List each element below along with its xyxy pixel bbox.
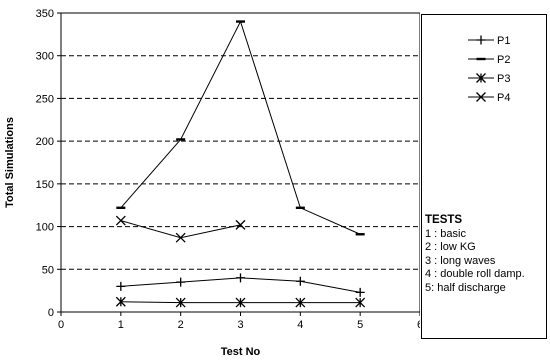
legend-entry: P3	[468, 73, 510, 85]
x-axis-ticks: 0 1 2 3 4 5 6	[58, 312, 420, 331]
legend-entry: P2	[468, 54, 510, 66]
x-tick-label: 6	[417, 319, 420, 331]
legend-label: P4	[497, 92, 510, 104]
tests-item: 4 : double roll damp.	[425, 268, 525, 280]
marker-plus	[116, 281, 126, 291]
marker-cross	[175, 232, 186, 243]
y-tick-label: 300	[36, 51, 54, 63]
side-panel: P1 P2 P3 P4 TESTS 1 : basic 2 : low KG 3 : …	[421, 14, 547, 339]
series-p4	[115, 215, 246, 243]
y-axis-ticks: 0 50 100 150 200 250 300 350	[36, 8, 61, 319]
marker-plus	[176, 277, 186, 287]
tests-item: 3 : long waves	[425, 254, 496, 267]
plot-area	[60, 12, 420, 313]
gridlines	[61, 55, 420, 270]
legend: P1 P2 P3 P4	[468, 35, 510, 104]
y-tick-label: 200	[36, 136, 54, 148]
marker-cross	[476, 92, 486, 102]
legend-label: P3	[497, 73, 510, 85]
x-tick-label: 5	[357, 319, 363, 331]
tests-list: TESTS 1 : basic 2 : low KG 3 : long wave…	[425, 214, 525, 295]
x-tick-label: 3	[237, 319, 243, 331]
series-layer	[115, 20, 366, 308]
marker-star	[355, 297, 366, 308]
marker-star	[295, 297, 306, 308]
y-tick-label: 0	[48, 307, 54, 319]
series-p3	[115, 296, 366, 308]
marker-star	[235, 297, 246, 308]
series-line	[120, 20, 361, 235]
y-tick-label: 50	[42, 264, 54, 276]
y-tick-label: 250	[36, 93, 54, 105]
tests-item: 1 : basic	[425, 227, 466, 240]
x-tick-label: 2	[178, 319, 184, 331]
legend-label: P1	[497, 35, 510, 47]
tests-title: TESTS	[425, 214, 463, 226]
legend-label: P2	[497, 54, 510, 66]
x-tick-label: 0	[58, 319, 64, 331]
marker-star	[115, 296, 126, 307]
marker-plus	[295, 276, 305, 286]
marker-plus	[355, 287, 365, 297]
marker-star	[476, 73, 486, 83]
x-tick-label: 4	[297, 319, 303, 331]
marker-cross	[115, 215, 126, 226]
legend-entry: P4	[468, 92, 510, 104]
tests-item: 2 : low KG	[425, 241, 476, 253]
y-tick-label: 150	[36, 179, 54, 191]
x-tick-label: 1	[118, 319, 124, 331]
line-chart: 0 50 100 150 200 250 300 350 0 1 2 3 4 5 6 Total Simu…	[4, 8, 420, 358]
marker-cross	[235, 219, 246, 230]
series-p1	[116, 273, 365, 297]
marker-plus	[476, 35, 486, 45]
marker-plus	[236, 273, 245, 283]
y-axis-label: Total Simulations	[4, 117, 16, 208]
y-tick-label: 100	[36, 222, 54, 234]
series-p2	[116, 20, 365, 236]
legend-entry: P1	[468, 35, 510, 47]
y-tick-label: 350	[36, 8, 54, 20]
tests-item: 5: half discharge	[425, 281, 506, 294]
series-line	[120, 220, 241, 239]
marker-star	[175, 297, 186, 308]
x-axis-label: Test No	[221, 346, 261, 358]
